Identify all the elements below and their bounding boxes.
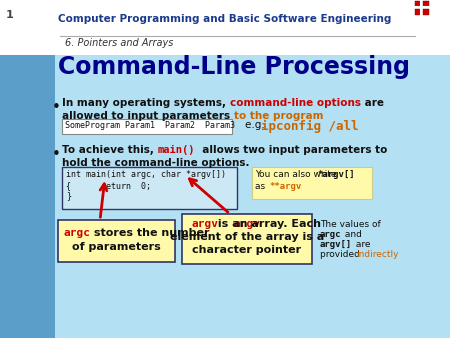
Text: To achieve this,: To achieve this, bbox=[62, 145, 158, 155]
Text: {      return  0;: { return 0; bbox=[66, 181, 151, 190]
Text: main(): main() bbox=[158, 145, 195, 155]
Text: •: • bbox=[52, 100, 61, 115]
Text: stores the number: stores the number bbox=[90, 228, 210, 238]
Text: command-line options: command-line options bbox=[230, 98, 360, 108]
Text: You can also write: You can also write bbox=[255, 170, 339, 179]
Text: The values of: The values of bbox=[320, 220, 381, 229]
Bar bbox=[423, 9, 429, 15]
Text: e.g.: e.g. bbox=[245, 120, 268, 130]
Bar bbox=[62, 119, 232, 134]
Text: **argv: **argv bbox=[269, 182, 301, 191]
Bar bbox=[58, 220, 175, 262]
Bar bbox=[423, 1, 429, 7]
Text: provided: provided bbox=[320, 250, 363, 259]
Text: of parameters: of parameters bbox=[72, 242, 161, 252]
Text: as: as bbox=[255, 182, 268, 191]
Text: SomeProgram Param1  Param2  Param3: SomeProgram Param1 Param2 Param3 bbox=[65, 121, 235, 130]
Bar bbox=[415, 9, 421, 15]
Text: hold the command-line options.: hold the command-line options. bbox=[62, 158, 249, 168]
Text: *argv[]: *argv[] bbox=[317, 170, 355, 179]
Bar bbox=[0, 0, 450, 55]
Text: argv: argv bbox=[192, 219, 219, 229]
Bar bbox=[182, 214, 312, 264]
Text: element of the array is a: element of the array is a bbox=[170, 232, 324, 242]
Text: argv[]: argv[] bbox=[320, 240, 352, 249]
Text: allows two input parameters to: allows two input parameters to bbox=[195, 145, 387, 155]
Text: }: } bbox=[66, 191, 71, 200]
Text: Computer Programming and Basic Software Engineering: Computer Programming and Basic Software … bbox=[58, 14, 392, 24]
Text: Command-Line Processing: Command-Line Processing bbox=[58, 55, 410, 79]
Text: 1: 1 bbox=[6, 10, 14, 20]
Text: 6. Pointers and Arrays: 6. Pointers and Arrays bbox=[65, 38, 173, 48]
Text: indirectly: indirectly bbox=[356, 250, 399, 259]
Bar bbox=[252, 167, 372, 199]
Bar bbox=[415, 1, 421, 7]
Text: character pointer: character pointer bbox=[193, 245, 302, 255]
Text: and: and bbox=[342, 230, 362, 239]
Text: allowed to input parameters: allowed to input parameters bbox=[62, 111, 234, 121]
Text: is an array. Each: is an array. Each bbox=[214, 219, 321, 229]
Text: int main(int argc, char *argv[]): int main(int argc, char *argv[]) bbox=[66, 170, 226, 179]
Text: argc: argc bbox=[64, 228, 91, 238]
Bar bbox=[0, 55, 55, 338]
Bar bbox=[62, 167, 237, 209]
Text: are: are bbox=[353, 240, 370, 249]
Text: are: are bbox=[360, 98, 383, 108]
Polygon shape bbox=[0, 0, 55, 338]
Text: •: • bbox=[52, 147, 61, 162]
Text: to the program: to the program bbox=[234, 111, 323, 121]
Text: In many operating systems,: In many operating systems, bbox=[62, 98, 230, 108]
Text: ipconfig /all: ipconfig /all bbox=[261, 120, 359, 133]
Text: argc: argc bbox=[320, 230, 342, 239]
Text: argv: argv bbox=[234, 219, 261, 229]
